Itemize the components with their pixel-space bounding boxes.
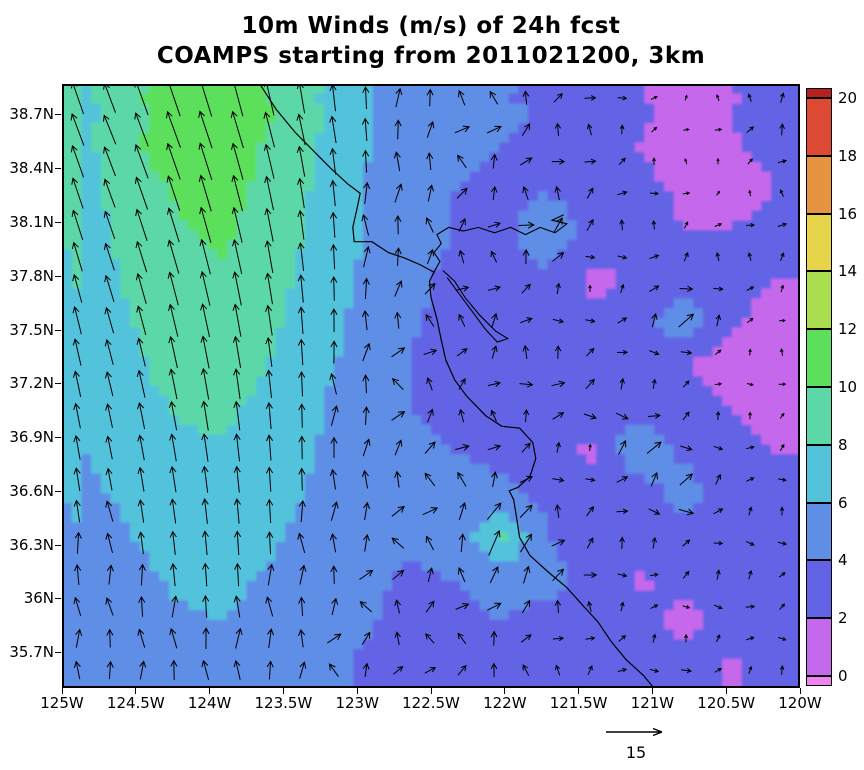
lat-axis-tick	[55, 652, 61, 654]
lat-axis-tick	[55, 437, 61, 439]
lon-tick-label: 122.5W	[402, 694, 460, 712]
colorbar-segment	[806, 98, 832, 156]
lat-tick-label: 37.2N	[9, 374, 54, 393]
lon-axis-tick	[282, 688, 284, 694]
lat-axis-tick	[55, 598, 61, 600]
lat-axis-tick	[55, 544, 61, 546]
lon-tick-label: 121.5W	[549, 694, 608, 712]
coastline	[259, 85, 654, 687]
lon-tick-label: 122W	[483, 694, 527, 712]
colorbar-tick-label: 0	[838, 667, 848, 685]
lat-tick-label: 36.6N	[9, 481, 54, 500]
lat-tick-label: 37.5N	[9, 320, 54, 339]
chart-subtitle: COAMPS starting from 2011021200, 3km	[156, 43, 706, 69]
colorbar-tick-label: 16	[838, 204, 858, 223]
lat-tick-label: 36N	[23, 589, 54, 608]
lon-axis-tick	[725, 688, 727, 694]
lat-tick-label: 37.8N	[9, 266, 54, 285]
lat-tick-label: 36.3N	[9, 535, 54, 554]
colorbar-segment	[806, 560, 832, 619]
plot-border	[62, 84, 800, 688]
lat-tick-label: 38.7N	[9, 105, 54, 124]
reference-vector-label: 15	[625, 743, 647, 762]
colorbar-segment	[806, 271, 832, 330]
lon-axis-tick	[356, 688, 358, 694]
lon-axis-tick	[578, 688, 580, 694]
lon-axis-tick	[209, 688, 211, 694]
colorbar-tick-label: 4	[838, 551, 848, 570]
colorbar-tick-label: 8	[838, 435, 848, 454]
lon-axis-tick	[799, 688, 801, 694]
lon-tick-label: 125W	[40, 694, 84, 712]
lat-tick-label: 38.1N	[9, 213, 54, 231]
colorbar-segment	[806, 502, 832, 561]
colorbar-segment	[806, 155, 832, 214]
sf-bay-delta-outline	[433, 214, 569, 273]
chart-title: 10m Winds (m/s) of 24h fcst	[241, 13, 621, 39]
colorbar-segment	[806, 386, 832, 445]
lon-tick-label: 123W	[335, 694, 379, 712]
lat-axis-tick	[55, 168, 61, 170]
colorbar-over-segment	[806, 88, 832, 98]
lat-axis-tick	[55, 275, 61, 277]
colorbar-segment	[806, 213, 832, 272]
lon-axis-tick	[135, 688, 137, 694]
south-bay-outline	[442, 269, 510, 343]
colorbar-tick-label: 12	[838, 320, 858, 339]
lon-tick-label: 124W	[187, 694, 232, 712]
colorbar-under-segment	[806, 675, 832, 686]
lon-tick-label: 124.5W	[106, 694, 165, 712]
colorbar-tick-label: 20	[838, 89, 858, 107]
colorbar-segment	[806, 618, 832, 676]
lat-tick-label: 35.7N	[9, 643, 54, 662]
colorbar-tick-label: 18	[838, 146, 858, 165]
lat-tick-label: 36.9N	[9, 428, 54, 447]
colorbar-segment	[806, 444, 832, 503]
lat-axis-tick	[55, 490, 61, 492]
lon-axis-tick	[651, 688, 653, 694]
colorbar-tick-label: 6	[838, 493, 848, 512]
colorbar-tick-label: 14	[838, 262, 858, 281]
lon-axis-tick	[61, 688, 63, 694]
lon-tick-label: 123.5W	[254, 694, 313, 712]
map-plot	[62, 84, 800, 688]
colorbar-tick-label: 2	[838, 609, 848, 628]
lon-tick-label: 120W	[778, 694, 822, 712]
lon-axis-tick	[504, 688, 506, 694]
lat-axis-tick	[55, 383, 61, 385]
colorbar-tick-label: 10	[838, 378, 858, 396]
wind-vector-arrows	[70, 84, 788, 681]
colorbar	[806, 88, 832, 686]
lat-axis-tick	[55, 114, 61, 116]
lon-tick-label: 120.5W	[697, 694, 756, 712]
reference-vector-arrow	[606, 727, 663, 737]
lat-axis-tick	[55, 222, 61, 223]
lon-axis-tick	[430, 688, 432, 694]
reference-vector: 15	[598, 724, 674, 762]
lat-axis-tick	[55, 329, 61, 331]
lon-tick-label: 121W	[630, 694, 675, 712]
colorbar-segment	[806, 329, 832, 387]
lat-tick-label: 38.4N	[9, 159, 54, 178]
